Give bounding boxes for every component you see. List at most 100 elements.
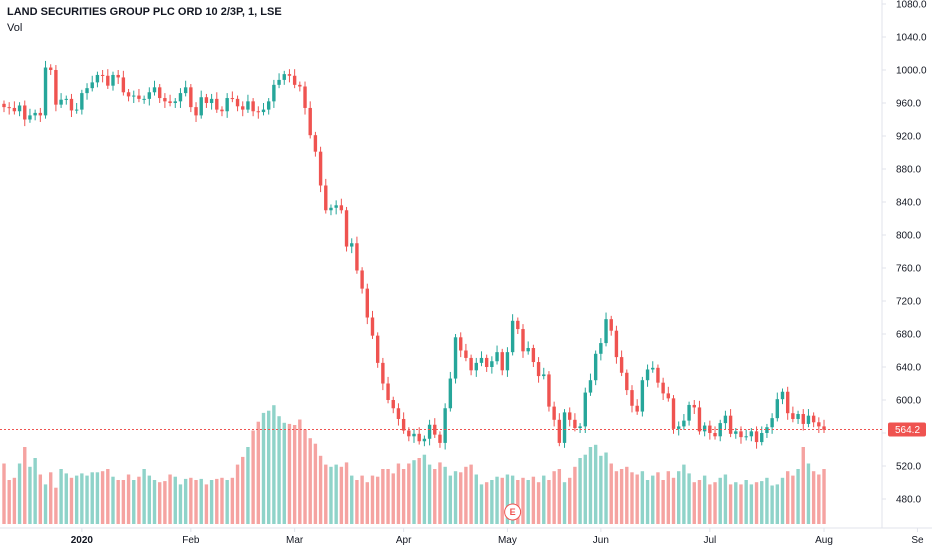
candle-body (692, 404, 696, 408)
candle-body (277, 79, 281, 85)
candle-body (158, 87, 162, 99)
candle-body (391, 400, 395, 409)
volume-bar (313, 443, 318, 524)
candle-body (801, 414, 805, 424)
candle-body (806, 415, 811, 424)
candle-body (614, 330, 619, 358)
candle-body (173, 101, 177, 103)
volume-bar (635, 474, 639, 524)
candle (183, 80, 188, 97)
price-tick-label: 680.0 (896, 330, 921, 341)
candle (215, 92, 219, 113)
candle (495, 345, 499, 365)
candle-body (59, 99, 63, 105)
volume-bar (713, 482, 717, 524)
candle (261, 103, 266, 116)
candle (298, 81, 302, 92)
candle-body (189, 87, 193, 108)
candle (521, 324, 525, 358)
volume-bar (448, 475, 453, 524)
volume-bar (204, 484, 209, 524)
volume-bar (723, 474, 728, 524)
candle-body (760, 433, 764, 443)
candle-body (132, 95, 136, 97)
price-tick-label: 480.0 (896, 495, 921, 506)
candle (723, 410, 728, 430)
volume-bar (246, 447, 250, 524)
candle (100, 70, 105, 83)
candle-body (272, 84, 276, 102)
candle-body (116, 74, 120, 78)
candle-body (578, 426, 582, 429)
candle-body (318, 151, 323, 186)
volume-bar (251, 430, 255, 524)
volume-bar (682, 464, 686, 524)
candle (370, 310, 375, 339)
candle (308, 101, 312, 139)
volume-bar (230, 477, 235, 524)
candle-body (209, 98, 214, 104)
volume-bar (126, 474, 131, 524)
candle-body (298, 84, 302, 87)
candle (17, 102, 22, 117)
candle (64, 95, 68, 105)
candle (246, 94, 250, 113)
volume-bar (614, 471, 619, 524)
price-tick-label: 1080.0 (896, 0, 927, 11)
volume-bar (754, 482, 759, 524)
volume-bar (516, 480, 520, 524)
candle-body (422, 438, 427, 442)
candle (251, 98, 255, 117)
candle (775, 392, 780, 422)
candle (744, 429, 748, 441)
candle (59, 93, 63, 108)
candle (526, 341, 530, 355)
candle-body (796, 414, 800, 419)
volume-bar (38, 474, 43, 524)
volume-bar (183, 478, 188, 524)
candle-body (677, 426, 681, 429)
candle (137, 88, 141, 103)
candle (625, 369, 629, 396)
candle-body (178, 93, 183, 102)
volume-bar (85, 475, 89, 524)
volume-bar (158, 482, 162, 524)
earnings-marker[interactable]: E (504, 503, 522, 521)
candle-body (308, 107, 312, 136)
candle (791, 406, 795, 423)
candle-body (775, 399, 780, 419)
volume-bar (116, 480, 120, 524)
time-tick-label: Aug (815, 535, 833, 546)
candle-body (355, 243, 359, 271)
candle (640, 376, 645, 417)
volume-bar (266, 410, 271, 524)
candle (43, 60, 48, 119)
candle-body (443, 408, 447, 443)
candle (132, 90, 136, 103)
candle (313, 131, 318, 157)
candle-body (552, 406, 556, 420)
volume-bar (609, 463, 613, 524)
volume-bar (593, 444, 598, 524)
candle (531, 344, 536, 367)
volume-bar (17, 463, 22, 524)
candle-body (671, 398, 676, 429)
candle-body (225, 98, 229, 112)
candle-body (396, 408, 401, 419)
volume-bar (147, 475, 152, 524)
candle (142, 95, 146, 104)
time-axis[interactable]: 2020 Feb Mar Apr May Jun Jul Aug Se (71, 528, 924, 546)
candle (500, 348, 504, 376)
volume-bar (168, 474, 172, 524)
candle-body (199, 97, 203, 116)
volume-bar (474, 474, 478, 524)
candle-body (505, 352, 510, 371)
candle-body (562, 412, 567, 443)
volume-bar (702, 475, 707, 524)
volume-bar (407, 463, 411, 524)
earnings-marker-circle[interactable] (504, 503, 522, 521)
volume-bar (718, 477, 722, 524)
volume-bar (235, 464, 240, 524)
volume-bar (360, 475, 364, 524)
